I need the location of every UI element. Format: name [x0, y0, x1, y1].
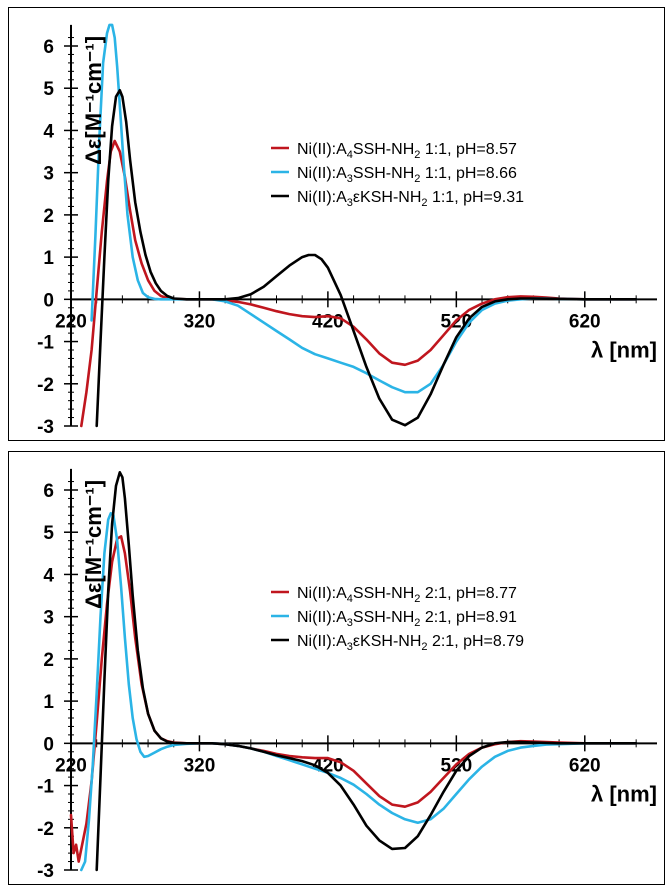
- bottom-y-tick-label: 3: [43, 608, 54, 629]
- bottom-y-axis-title: Δε[M⁻¹cm⁻¹]: [81, 480, 106, 609]
- top-series-line-3: [95, 89, 638, 428]
- chart-panel-top: -3 -2 -1 0 1 2 3 4 5 6 220 320 420 520 620 Δε[M⁻¹cm⁻¹] λ…: [8, 7, 665, 441]
- top-y-tick-label: 5: [43, 79, 54, 100]
- top-x-tick-label: 220: [55, 311, 87, 332]
- bottom-series-line-3: [95, 471, 638, 872]
- top-y-tick-label: -2: [37, 375, 54, 396]
- bottom-legend-label-3: Ni(II):A3εKSH-NH2 2:1, pH=8.79: [297, 633, 524, 653]
- bottom-y-tick-label: -3: [37, 861, 54, 882]
- bottom-legend-label-1: Ni(II):A4SSH-NH2 2:1, pH=8.77: [297, 585, 517, 605]
- bottom-y-tick-label: -2: [37, 819, 54, 840]
- top-y-tick-label: -3: [37, 417, 54, 438]
- top-x-tick-label: 320: [184, 311, 216, 332]
- bottom-x-tick-label: 320: [184, 755, 216, 776]
- top-y-tick-label: 0: [43, 290, 54, 311]
- top-y-tick-label: 2: [43, 206, 54, 227]
- bottom-y-tick-label: 2: [43, 650, 54, 671]
- top-y-tick-label: 4: [43, 121, 54, 142]
- top-x-tick-label: 620: [569, 311, 601, 332]
- bottom-y-tick-label: 0: [43, 734, 54, 755]
- bottom-series-line-2: [80, 511, 638, 872]
- top-legend-label-2: Ni(II):A3SSH-NH2 1:1, pH=8.66: [297, 165, 517, 185]
- bottom-x-tick-label: 220: [55, 755, 87, 776]
- top-x-axis-title: λ [nm]: [591, 337, 657, 362]
- chart-panel-bottom: -3 -2 -1 0 1 2 3 4 5 6 220 320 420 520 620 Δε[M⁻¹cm⁻¹] λ…: [8, 451, 665, 885]
- top-y-axis-title: Δε[M⁻¹cm⁻¹]: [81, 36, 106, 165]
- top-series-line-1: [80, 139, 638, 428]
- bottom-y-tick-label: -1: [37, 777, 54, 798]
- bottom-x-axis-title: λ [nm]: [591, 781, 657, 806]
- top-x-tick-label: 420: [312, 311, 344, 332]
- bottom-y-tick-label: 1: [43, 692, 54, 713]
- top-y-tick-label: 6: [43, 37, 54, 58]
- bottom-legend-label-2: Ni(II):A3SSH-NH2 2:1, pH=8.91: [297, 609, 517, 629]
- bottom-y-tick-label: 4: [43, 565, 54, 586]
- bottom-x-tick-label: 620: [569, 755, 601, 776]
- bottom-y-tick-label: 6: [43, 481, 54, 502]
- top-y-tick-label: 1: [43, 248, 54, 269]
- top-y-tick-label: 3: [43, 164, 54, 185]
- top-legend-label-3: Ni(II):A3εKSH-NH2 1:1, pH=9.31: [297, 189, 524, 209]
- bottom-y-tick-label: 5: [43, 523, 54, 544]
- top-legend-label-1: Ni(II):A4SSH-NH2 1:1, pH=8.57: [297, 141, 517, 161]
- top-y-tick-label: -1: [37, 333, 54, 354]
